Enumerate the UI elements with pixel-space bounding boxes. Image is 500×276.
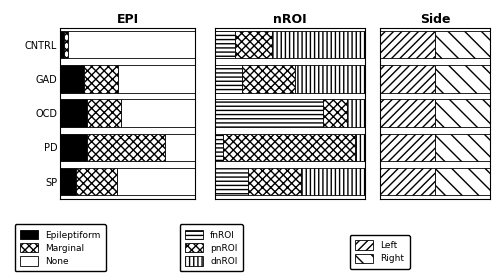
- Bar: [60, 31, 64, 59]
- Bar: [215, 168, 248, 195]
- Bar: [215, 65, 242, 93]
- Bar: [435, 168, 490, 195]
- Bar: [435, 99, 490, 127]
- Bar: [272, 31, 365, 59]
- Bar: [215, 31, 234, 59]
- Legend: Left, Right: Left, Right: [350, 235, 410, 269]
- Bar: [121, 99, 195, 127]
- Bar: [60, 65, 84, 93]
- Bar: [294, 65, 365, 93]
- Bar: [60, 168, 76, 195]
- Legend: Epileptiform, Marginal, None: Epileptiform, Marginal, None: [14, 224, 106, 272]
- Bar: [380, 134, 435, 161]
- Title: nROI: nROI: [273, 14, 307, 26]
- Bar: [234, 31, 272, 59]
- Bar: [435, 31, 490, 59]
- Bar: [87, 134, 166, 161]
- Bar: [68, 31, 195, 59]
- Bar: [300, 168, 365, 195]
- Bar: [242, 65, 294, 93]
- Legend: fnROI, pnROI, dnROI: fnROI, pnROI, dnROI: [180, 224, 243, 272]
- Bar: [380, 31, 435, 59]
- Bar: [116, 168, 195, 195]
- Bar: [60, 134, 87, 161]
- Bar: [118, 65, 195, 93]
- Title: EPI: EPI: [116, 14, 138, 26]
- Bar: [76, 168, 116, 195]
- Bar: [323, 99, 347, 127]
- Bar: [222, 134, 354, 161]
- Bar: [64, 31, 68, 59]
- Bar: [380, 65, 435, 93]
- Bar: [435, 134, 490, 161]
- Bar: [380, 99, 435, 127]
- Title: Side: Side: [420, 14, 450, 26]
- Bar: [347, 99, 365, 127]
- Bar: [380, 168, 435, 195]
- Bar: [166, 134, 195, 161]
- Bar: [60, 99, 87, 127]
- Bar: [354, 134, 365, 161]
- Bar: [87, 99, 121, 127]
- Bar: [248, 168, 300, 195]
- Bar: [215, 99, 323, 127]
- Bar: [435, 65, 490, 93]
- Bar: [215, 134, 222, 161]
- Bar: [84, 65, 118, 93]
